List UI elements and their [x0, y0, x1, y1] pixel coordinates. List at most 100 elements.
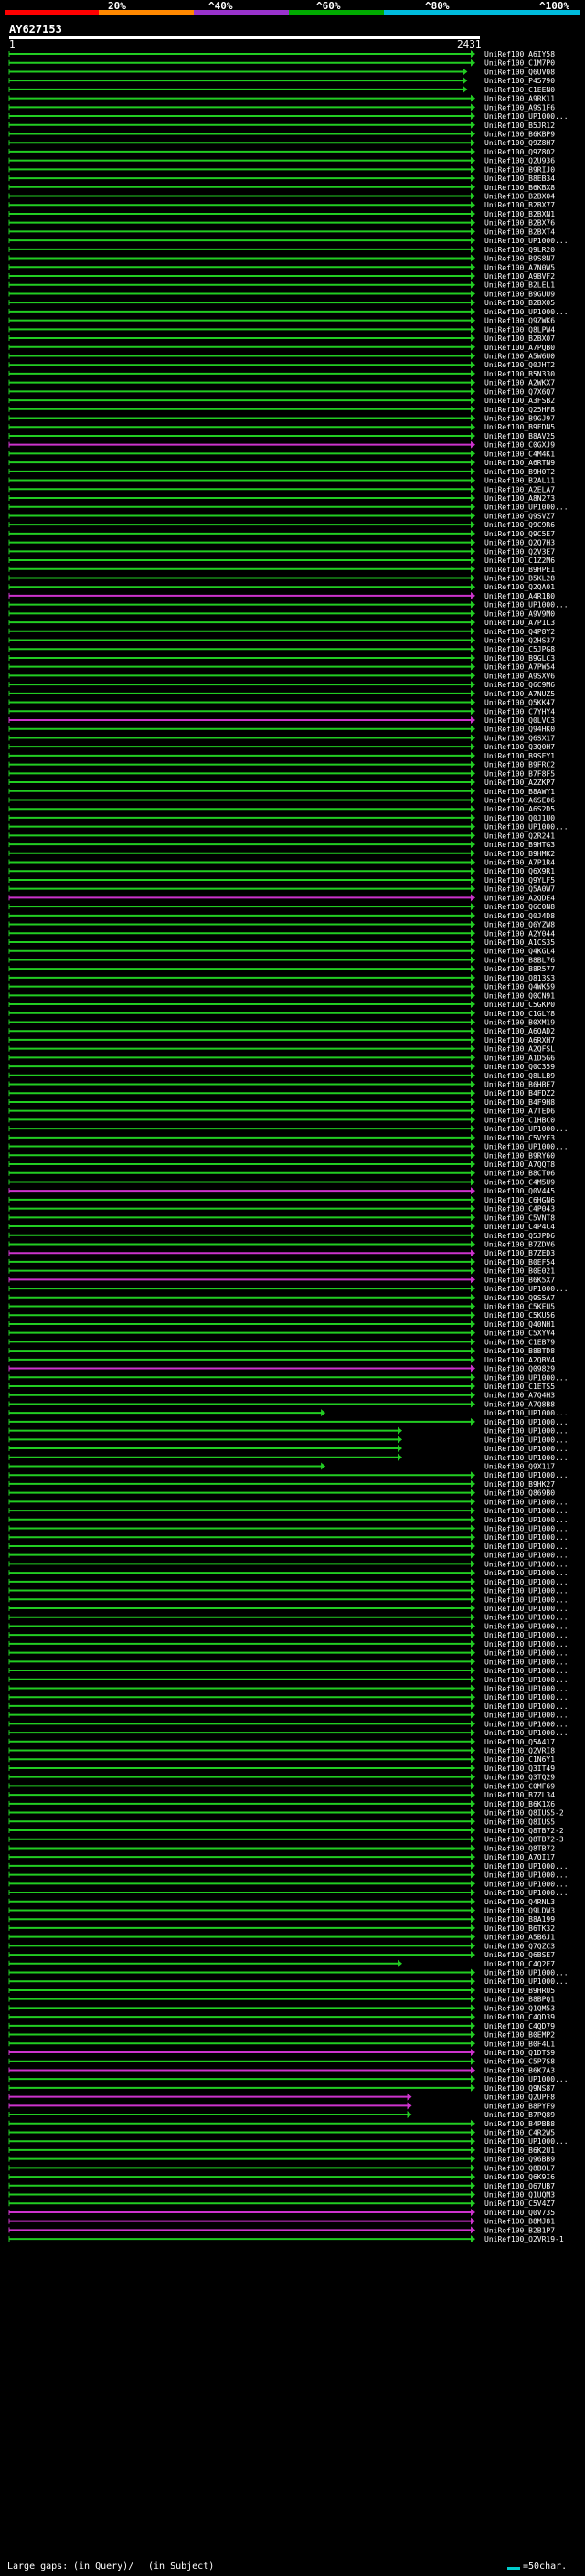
hit-label[interactable]: UniRef100_C5KEU5 [484, 1303, 555, 1311]
hit-label[interactable]: UniRef100_Q2QA01 [484, 583, 555, 591]
hit-label[interactable]: UniRef100_C4QD79 [484, 2022, 555, 2030]
hit-label[interactable]: UniRef100_UP1000... [484, 1880, 569, 1888]
hit-label[interactable]: UniRef100_C1GLY8 [484, 1010, 555, 1018]
hit-label[interactable]: UniRef100_C5GKP0 [484, 1001, 555, 1009]
hit-label[interactable]: UniRef100_B8CT06 [484, 1170, 555, 1178]
hit-label[interactable]: UniRef100_Q9SVZ7 [484, 512, 555, 520]
hit-label[interactable]: UniRef100_B9GUU9 [484, 290, 555, 298]
hit-label[interactable]: UniRef100_B8R577 [484, 965, 555, 973]
hit-label[interactable]: UniRef100_Q0V735 [484, 2209, 555, 2217]
hit-label[interactable]: UniRef100_UP1000... [484, 1507, 569, 1515]
hit-label[interactable]: UniRef100_B7ZED3 [484, 1249, 555, 1257]
hit-label[interactable]: UniRef100_Q1UQM3 [484, 2191, 555, 2200]
hit-label[interactable]: UniRef100_Q9X117 [484, 1462, 555, 1470]
hit-label[interactable]: UniRef100_A7NUZ5 [484, 690, 555, 698]
hit-label[interactable]: UniRef100_B2B1P7 [484, 2226, 555, 2234]
hit-label[interactable]: UniRef100_UP1000... [484, 112, 569, 121]
hit-label[interactable]: UniRef100_UP1000... [484, 1676, 569, 1684]
hit-label[interactable]: UniRef100_C1HBC0 [484, 1116, 555, 1124]
hit-label[interactable]: UniRef100_Q25HF8 [484, 406, 555, 414]
hit-label[interactable]: UniRef100_Q7QZC3 [484, 1942, 555, 1950]
hit-label[interactable]: UniRef100_C4M5U9 [484, 1178, 555, 1186]
hit-label[interactable]: UniRef100_C5KU56 [484, 1311, 555, 1320]
hit-label[interactable]: UniRef100_Q8LPW4 [484, 325, 555, 334]
hit-label[interactable]: UniRef100_C4P043 [484, 1205, 555, 1214]
hit-label[interactable]: UniRef100_UP1000... [484, 1889, 569, 1897]
hit-label[interactable]: UniRef100_UP1000... [484, 1862, 569, 1871]
hit-label[interactable]: UniRef100_UP1000... [484, 1409, 569, 1417]
hit-label[interactable]: UniRef100_B6K1X6 [484, 1800, 555, 1808]
hit-label[interactable]: UniRef100_UP1000... [484, 1595, 569, 1604]
hit-label[interactable]: UniRef100_C1M7P0 [484, 59, 555, 68]
hit-label[interactable]: UniRef100_B0F4L1 [484, 2040, 555, 2048]
hit-label[interactable]: UniRef100_Q8TB72-3 [484, 1836, 564, 1844]
hit-label[interactable]: UniRef100_A2QDE4 [484, 894, 555, 902]
hit-label[interactable]: UniRef100_Q2VR19-1 [484, 2235, 564, 2243]
hit-label[interactable]: UniRef100_B9SEY1 [484, 752, 555, 760]
hit-label[interactable]: UniRef100_UP1000... [484, 1516, 569, 1524]
hit-label[interactable]: UniRef100_Q0J4D8 [484, 912, 555, 920]
hit-label[interactable]: UniRef100_Q9C9R6 [484, 521, 555, 529]
hit-label[interactable]: UniRef100_Q9NS87 [484, 2084, 555, 2093]
hit-label[interactable]: UniRef100_A2Y044 [484, 929, 555, 938]
hit-label[interactable]: UniRef100_Q9Z8O2 [484, 148, 555, 156]
hit-label[interactable]: UniRef100_UP1000... [484, 1143, 569, 1151]
hit-label[interactable]: UniRef100_Q9C5E7 [484, 530, 555, 538]
hit-label[interactable]: UniRef100_B8BPQ1 [484, 1996, 555, 2004]
hit-label[interactable]: UniRef100_B4F9H8 [484, 1098, 555, 1107]
hit-label[interactable]: UniRef100_A9S1F6 [484, 103, 555, 111]
hit-label[interactable]: UniRef100_UP1000... [484, 1427, 569, 1436]
hit-label[interactable]: UniRef100_B2BXN1 [484, 210, 555, 218]
hit-label[interactable]: UniRef100_B6KBP9 [484, 130, 555, 138]
hit-label[interactable]: UniRef100_C0MF69 [484, 1782, 555, 1790]
hit-label[interactable]: UniRef100_B9HTG3 [484, 841, 555, 849]
hit-label[interactable]: UniRef100_B8EB34 [484, 175, 555, 183]
hit-label[interactable]: UniRef100_B9RY60 [484, 1151, 555, 1160]
hit-label[interactable]: UniRef100_Q6X9R1 [484, 867, 555, 875]
hit-label[interactable]: UniRef100_A8N273 [484, 494, 555, 503]
hit-label[interactable]: UniRef100_B9RIJ0 [484, 165, 555, 174]
hit-label[interactable]: UniRef100_Q8TB72-2 [484, 1827, 564, 1835]
hit-label[interactable]: UniRef100_C5VYF3 [484, 1134, 555, 1142]
hit-label[interactable]: UniRef100_Q5A417 [484, 1738, 555, 1746]
hit-label[interactable]: UniRef100_B2AL11 [484, 477, 555, 485]
hit-label[interactable]: UniRef100_UP1000... [484, 1977, 569, 1986]
hit-label[interactable]: UniRef100_C4M4K1 [484, 450, 555, 458]
hit-label[interactable]: UniRef100_UP1000... [484, 1871, 569, 1880]
hit-label[interactable]: UniRef100_UP1000... [484, 823, 569, 832]
hit-label[interactable]: UniRef100_C1Z2M6 [484, 557, 555, 565]
hit-label[interactable]: UniRef100_Q09829 [484, 1365, 555, 1373]
hit-label[interactable]: UniRef100_UP1000... [484, 1471, 569, 1479]
hit-label[interactable]: UniRef100_UP1000... [484, 1285, 569, 1293]
hit-label[interactable]: UniRef100_B9GLC3 [484, 654, 555, 663]
hit-label[interactable]: UniRef100_B9H0T2 [484, 468, 555, 476]
hit-label[interactable]: UniRef100_Q5KK47 [484, 699, 555, 707]
hit-label[interactable]: UniRef100_C5VNT8 [484, 1214, 555, 1222]
hit-label[interactable]: UniRef100_UP1000... [484, 1578, 569, 1586]
hit-label[interactable]: UniRef100_UP1000... [484, 1969, 569, 1977]
hit-label[interactable]: UniRef100_UP1000... [484, 1533, 569, 1542]
hit-label[interactable]: UniRef100_UP1000... [484, 1542, 569, 1551]
hit-label[interactable]: UniRef100_UP1000... [484, 1498, 569, 1506]
hit-label[interactable]: UniRef100_Q8LLB9 [484, 1072, 555, 1080]
hit-label[interactable]: UniRef100_A7QQT8 [484, 1161, 555, 1169]
hit-label[interactable]: UniRef100_B7F8F5 [484, 769, 555, 778]
hit-label[interactable]: UniRef100_B2BX04 [484, 193, 555, 201]
hit-label[interactable]: UniRef100_A7TED6 [484, 1108, 555, 1116]
hit-label[interactable]: UniRef100_Q6UV08 [484, 68, 555, 76]
hit-label[interactable]: UniRef100_UP1000... [484, 1418, 569, 1426]
hit-label[interactable]: UniRef100_B8AWY1 [484, 788, 555, 796]
hit-label[interactable]: UniRef100_B7ZL34 [484, 1791, 555, 1799]
hit-label[interactable]: UniRef100_C4P4C4 [484, 1223, 555, 1231]
hit-label[interactable]: UniRef100_B2BX05 [484, 299, 555, 307]
hit-label[interactable]: UniRef100_Q9YLF5 [484, 876, 555, 885]
hit-label[interactable]: UniRef100_Q0C359 [484, 1063, 555, 1071]
hit-label[interactable]: UniRef100_Q67UB7 [484, 2182, 555, 2190]
hit-label[interactable]: UniRef100_UP1000... [484, 1614, 569, 1622]
hit-label[interactable]: UniRef100_B5KL28 [484, 574, 555, 582]
hit-label[interactable]: UniRef100_Q6BSE7 [484, 1951, 555, 1959]
hit-label[interactable]: UniRef100_UP1000... [484, 1658, 569, 1666]
hit-label[interactable]: UniRef100_Q2R241 [484, 832, 555, 840]
hit-label[interactable]: UniRef100_B0EF54 [484, 1258, 555, 1267]
hit-label[interactable]: UniRef100_Q1QM53 [484, 2004, 555, 2012]
